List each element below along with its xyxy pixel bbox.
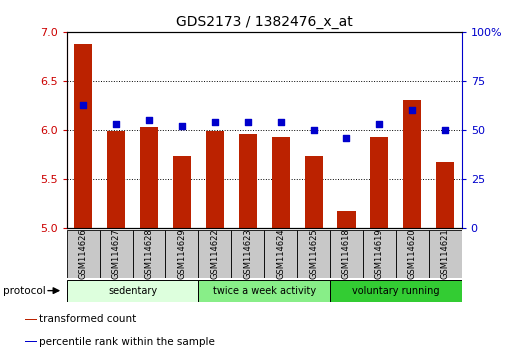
Bar: [173, 156, 191, 228]
Text: sedentary: sedentary: [108, 286, 157, 296]
Bar: [25, 341, 37, 343]
Point: [441, 127, 449, 133]
Text: GSM114625: GSM114625: [309, 229, 318, 279]
Bar: [396, 230, 429, 278]
Bar: [67, 230, 100, 278]
Text: GSM114621: GSM114621: [441, 229, 450, 279]
Bar: [264, 230, 297, 278]
Bar: [330, 230, 363, 278]
Bar: [305, 156, 323, 228]
Text: GSM114629: GSM114629: [177, 229, 186, 279]
Point: [211, 119, 219, 125]
Text: GSM114622: GSM114622: [210, 229, 220, 279]
Text: voluntary running: voluntary running: [352, 286, 440, 296]
Text: GSM114627: GSM114627: [111, 229, 121, 279]
Point: [178, 123, 186, 129]
Text: transformed count: transformed count: [40, 314, 136, 325]
Bar: [107, 131, 125, 228]
Bar: [429, 230, 462, 278]
Point: [277, 119, 285, 125]
Bar: [403, 99, 421, 228]
Bar: [330, 280, 462, 302]
Bar: [363, 230, 396, 278]
Bar: [140, 127, 158, 228]
Point: [342, 135, 350, 141]
Bar: [370, 137, 388, 228]
Point: [408, 108, 417, 113]
Bar: [100, 230, 132, 278]
Text: GSM114619: GSM114619: [375, 229, 384, 279]
Text: GSM114618: GSM114618: [342, 229, 351, 279]
Bar: [239, 134, 257, 228]
Bar: [67, 280, 199, 302]
Point: [112, 121, 120, 127]
Bar: [74, 44, 92, 228]
Bar: [436, 161, 455, 228]
Bar: [199, 280, 330, 302]
Text: GSM114626: GSM114626: [78, 229, 88, 279]
Point: [79, 102, 87, 107]
Bar: [271, 137, 290, 228]
Text: GSM114628: GSM114628: [145, 229, 153, 279]
Text: twice a week activity: twice a week activity: [212, 286, 316, 296]
Text: protocol: protocol: [3, 286, 45, 296]
Bar: [297, 230, 330, 278]
Bar: [199, 230, 231, 278]
Text: percentile rank within the sample: percentile rank within the sample: [40, 337, 215, 347]
Bar: [206, 131, 224, 228]
Text: GSM114624: GSM114624: [276, 229, 285, 279]
Bar: [338, 211, 356, 228]
Bar: [132, 230, 165, 278]
Point: [244, 119, 252, 125]
Bar: [165, 230, 199, 278]
Title: GDS2173 / 1382476_x_at: GDS2173 / 1382476_x_at: [176, 16, 352, 29]
Point: [145, 118, 153, 123]
Text: GSM114623: GSM114623: [243, 229, 252, 279]
Text: GSM114620: GSM114620: [408, 229, 417, 279]
Point: [309, 127, 318, 133]
Bar: [231, 230, 264, 278]
Point: [376, 121, 384, 127]
Bar: [25, 319, 37, 320]
